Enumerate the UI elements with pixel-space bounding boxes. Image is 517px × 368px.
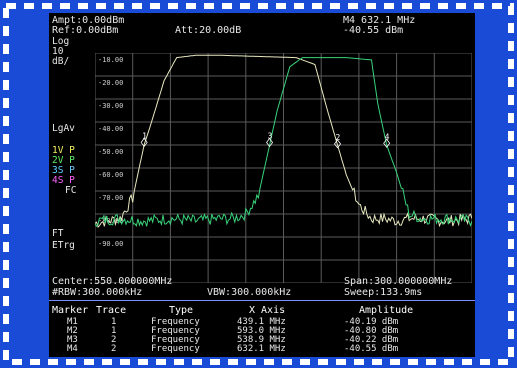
marker-label: 4: [385, 132, 390, 141]
ft-label: FT: [52, 228, 64, 239]
amplitude-cell: -40.22 dBm: [344, 335, 399, 345]
marker-cell: M2: [67, 326, 78, 336]
sweep-time: Sweep:133.9ms: [344, 287, 423, 298]
y-tick-label: -40.00: [98, 125, 124, 133]
etrg-label: ETrg: [52, 240, 75, 251]
attenuation-readout: Att:20.00dB: [175, 25, 242, 36]
y-tick-label: -20.00: [98, 79, 124, 87]
x-axis-cell: 439.1 MHz: [237, 317, 286, 327]
amplitude-cell: -40.19 dBm: [344, 317, 399, 327]
marker-label: 3: [268, 132, 273, 141]
col-marker-header: Marker: [52, 305, 89, 316]
y-tick-label: -90.00: [98, 240, 124, 248]
amplitude-cell: -40.55 dBm: [344, 344, 399, 354]
marker-label: 2: [336, 133, 341, 142]
marker-diamond: [266, 137, 274, 148]
trace-cell: 2: [111, 344, 117, 354]
average-mode-label: LgAv: [52, 123, 75, 134]
marker-diamond: [383, 138, 391, 148]
x-axis-cell: 632.1 MHz: [237, 344, 286, 354]
y-tick-label: -30.00: [98, 102, 124, 110]
y-tick-label: -50.00: [98, 148, 124, 156]
scale-mode-label: Log: [52, 36, 70, 47]
type-cell: Frequency: [151, 344, 200, 354]
type-cell: Frequency: [151, 326, 200, 336]
ref-level-readout: Ref:0.00dBm: [52, 25, 119, 36]
trace-1-line: [95, 54, 472, 228]
spectrum-plot: 1 3 2 4: [95, 53, 472, 283]
fc-label: FC: [65, 185, 77, 196]
center-frequency: Center:550.000000MHz: [52, 276, 173, 287]
span: Span:300.000000MHz: [344, 276, 453, 287]
table-row: M1 1 Frequency 439.1 MHz -40.19 dBm: [49, 318, 475, 327]
marker-cell: M3: [67, 335, 78, 345]
trace2-status: 2V P: [52, 155, 75, 166]
scale-value-label: 10: [52, 46, 64, 57]
marker-cell: M1: [67, 317, 78, 327]
type-cell: Frequency: [151, 335, 200, 345]
marker-2: 2: [334, 133, 342, 149]
marker-label: 1: [142, 131, 147, 140]
trace-cell: 1: [111, 317, 117, 327]
footer-divider: [49, 300, 475, 301]
trace1-status: 1V P: [52, 145, 75, 156]
table-row: M2 1 Frequency 593.0 MHz -40.80 dBm: [49, 327, 475, 336]
col-type-header: Type: [169, 305, 194, 316]
table-row: M3 2 Frequency 538.9 MHz -40.22 dBm: [49, 336, 475, 345]
vbw: VBW:300.000kHz: [207, 287, 292, 298]
col-trace-header: Trace: [96, 305, 127, 316]
type-cell: Frequency: [151, 317, 200, 327]
scale-unit-label: dB/: [52, 56, 70, 67]
marker-diamond: [140, 137, 148, 148]
analyzer-screen: Ampt:0.00dBm Ref:0.00dBm Att:20.00dB M4 …: [49, 13, 475, 357]
col-xaxis-header: X Axis: [249, 305, 286, 316]
active-marker-amplitude: -40.55 dBm: [343, 25, 404, 36]
active-marker-frequency: M4 632.1 MHz: [343, 15, 416, 26]
x-axis-cell: 538.9 MHz: [237, 335, 286, 345]
marker-4: 4: [383, 132, 391, 148]
trace4-status: 4S P: [52, 175, 75, 186]
y-tick-label: -10.00: [98, 56, 124, 64]
marker-3: 3: [266, 132, 274, 148]
col-amplitude-header: Amplitude: [359, 305, 414, 316]
trace-cell: 1: [111, 326, 117, 336]
amplitude-cell: -40.80 dBm: [344, 326, 399, 336]
y-tick-label: -70.00: [98, 194, 124, 202]
rbw: #RBW:300.000kHz: [52, 287, 143, 298]
marker-cell: M4: [67, 344, 78, 354]
y-tick-label: -80.00: [98, 217, 124, 225]
marker-diamond: [334, 139, 342, 149]
trace-2-line: [95, 57, 472, 228]
table-row: M4 2 Frequency 632.1 MHz -40.55 dBm: [49, 345, 475, 354]
ampt-readout: Ampt:0.00dBm: [52, 15, 125, 26]
trace-cell: 2: [111, 335, 117, 345]
x-axis-cell: 593.0 MHz: [237, 326, 286, 336]
trace3-status: 3S P: [52, 165, 75, 176]
marker-1: 1: [140, 131, 148, 148]
y-tick-label: -60.00: [98, 171, 124, 179]
